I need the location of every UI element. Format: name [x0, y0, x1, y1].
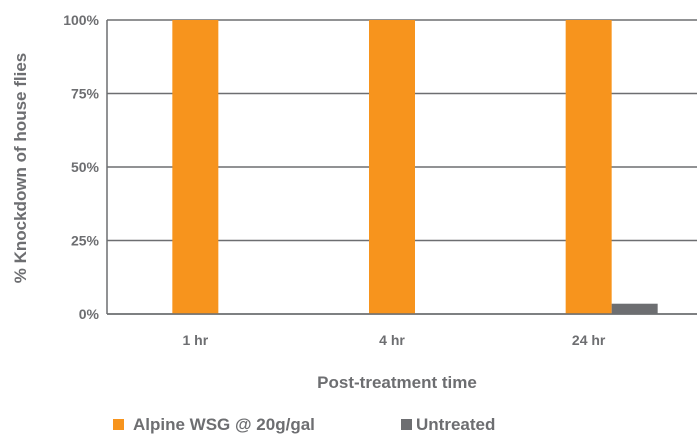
legend-label-untreated: Untreated — [416, 415, 495, 434]
bar-alpine — [369, 20, 415, 314]
y-axis-title: % Knockdown of house flies — [11, 53, 30, 283]
legend-label-alpine: Alpine WSG @ 20g/gal — [133, 415, 315, 434]
x-tick-label: 24 hr — [572, 332, 606, 348]
legend-swatch-untreated — [401, 419, 412, 430]
x-tick-label: 1 hr — [182, 332, 208, 348]
bars — [172, 20, 658, 314]
y-tick-label: 0% — [79, 306, 100, 322]
legend-swatch-alpine — [113, 419, 124, 430]
y-axis: 0% 25% 50% 75% 100% — [63, 12, 108, 322]
y-tick-label: 25% — [71, 233, 100, 249]
x-axis-title: Post-treatment time — [317, 373, 477, 392]
legend: Alpine WSG @ 20g/gal Untreated — [113, 415, 495, 434]
bar-alpine — [172, 20, 219, 314]
x-axis: 1 hr 4 hr 24 hr — [107, 313, 697, 348]
bar-alpine — [565, 20, 612, 314]
x-tick-label: 4 hr — [379, 332, 405, 348]
y-tick-label: 50% — [71, 159, 100, 175]
y-tick-label: 100% — [63, 12, 99, 28]
bar-untreated — [611, 303, 658, 314]
y-tick-label: 75% — [71, 86, 100, 102]
